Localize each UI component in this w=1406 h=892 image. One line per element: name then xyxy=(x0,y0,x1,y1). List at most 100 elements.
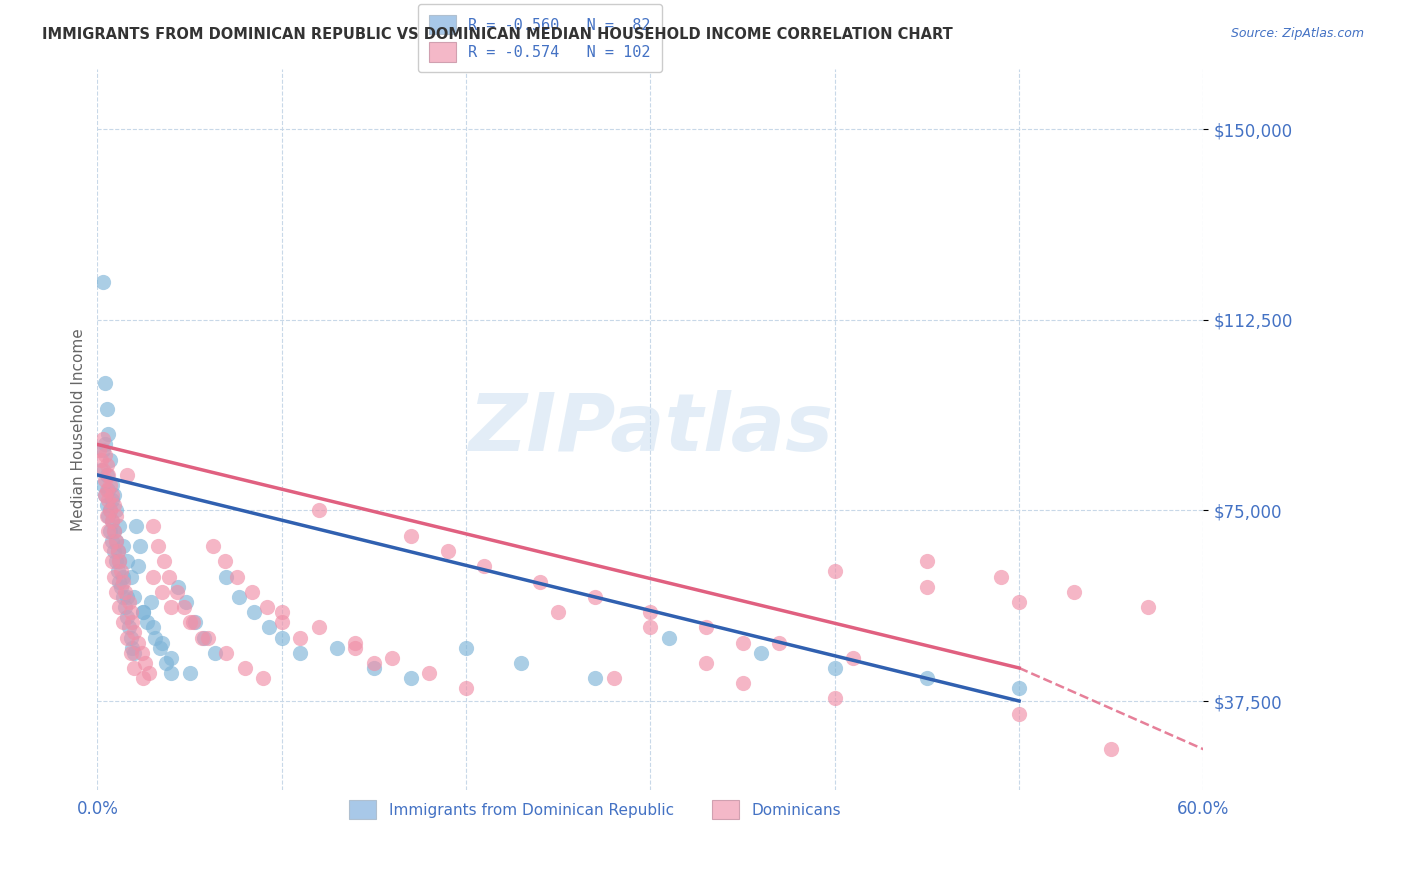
Point xyxy=(308,620,330,634)
Point xyxy=(104,584,127,599)
Point xyxy=(118,620,141,634)
Point xyxy=(101,533,124,548)
Text: Source: ZipAtlas.com: Source: ZipAtlas.com xyxy=(1230,27,1364,40)
Point xyxy=(98,452,121,467)
Legend: Immigrants from Dominican Republic, Dominicans: Immigrants from Dominican Republic, Domi… xyxy=(343,794,848,826)
Point xyxy=(97,427,120,442)
Point xyxy=(1008,595,1031,609)
Point xyxy=(103,524,125,538)
Point xyxy=(695,656,717,670)
Point xyxy=(107,565,129,579)
Point xyxy=(160,650,183,665)
Point xyxy=(202,539,225,553)
Point xyxy=(110,565,132,579)
Point xyxy=(138,666,160,681)
Point xyxy=(112,615,135,630)
Point xyxy=(474,559,496,574)
Point xyxy=(204,646,226,660)
Point xyxy=(93,437,115,451)
Point xyxy=(132,671,155,685)
Point xyxy=(97,493,120,508)
Point xyxy=(150,584,173,599)
Point xyxy=(132,605,155,619)
Point xyxy=(1008,681,1031,696)
Point xyxy=(240,584,263,599)
Point xyxy=(89,442,111,457)
Point xyxy=(122,661,145,675)
Point xyxy=(583,590,606,604)
Point xyxy=(112,539,135,553)
Point xyxy=(104,554,127,568)
Point xyxy=(115,590,138,604)
Point xyxy=(90,452,112,467)
Point xyxy=(824,661,846,675)
Point xyxy=(112,574,135,589)
Point xyxy=(214,554,236,568)
Point xyxy=(344,640,367,655)
Point xyxy=(98,478,121,492)
Point xyxy=(173,600,195,615)
Point xyxy=(640,605,662,619)
Point xyxy=(122,646,145,660)
Point xyxy=(97,467,120,482)
Point xyxy=(270,605,292,619)
Point xyxy=(125,518,148,533)
Point xyxy=(96,401,118,416)
Point xyxy=(108,554,131,568)
Point xyxy=(93,488,115,502)
Point xyxy=(228,590,250,604)
Point xyxy=(131,646,153,660)
Point xyxy=(101,514,124,528)
Point xyxy=(510,656,533,670)
Point xyxy=(167,580,190,594)
Point xyxy=(93,473,115,487)
Point xyxy=(768,635,790,649)
Point xyxy=(91,478,114,492)
Point xyxy=(93,376,115,391)
Point xyxy=(142,518,165,533)
Point xyxy=(120,569,142,583)
Point xyxy=(96,483,118,498)
Point xyxy=(1063,584,1085,599)
Point xyxy=(115,554,138,568)
Point xyxy=(101,514,124,528)
Point xyxy=(288,631,311,645)
Point xyxy=(101,488,124,502)
Point xyxy=(215,646,238,660)
Point xyxy=(90,463,112,477)
Point xyxy=(363,656,385,670)
Point xyxy=(695,620,717,634)
Point xyxy=(96,458,118,472)
Point xyxy=(143,631,166,645)
Point xyxy=(160,666,183,681)
Point xyxy=(121,615,143,630)
Point xyxy=(103,544,125,558)
Point xyxy=(824,691,846,706)
Point xyxy=(160,600,183,615)
Point xyxy=(91,463,114,477)
Point xyxy=(915,671,938,685)
Point xyxy=(915,580,938,594)
Point xyxy=(104,533,127,548)
Point xyxy=(91,442,114,457)
Point xyxy=(256,600,278,615)
Point xyxy=(112,590,135,604)
Point xyxy=(157,569,180,583)
Point xyxy=(152,554,174,568)
Point xyxy=(115,631,138,645)
Point xyxy=(98,524,121,538)
Point xyxy=(1137,600,1160,615)
Text: IMMIGRANTS FROM DOMINICAN REPUBLIC VS DOMINICAN MEDIAN HOUSEHOLD INCOME CORRELAT: IMMIGRANTS FROM DOMINICAN REPUBLIC VS DO… xyxy=(42,27,953,42)
Point xyxy=(842,650,865,665)
Point xyxy=(824,565,846,579)
Point xyxy=(128,539,150,553)
Point xyxy=(181,615,204,630)
Point xyxy=(1099,742,1122,756)
Point xyxy=(179,666,201,681)
Point xyxy=(193,631,215,645)
Point xyxy=(103,488,125,502)
Point xyxy=(97,524,120,538)
Point xyxy=(174,595,197,609)
Point xyxy=(122,625,145,640)
Point xyxy=(381,650,404,665)
